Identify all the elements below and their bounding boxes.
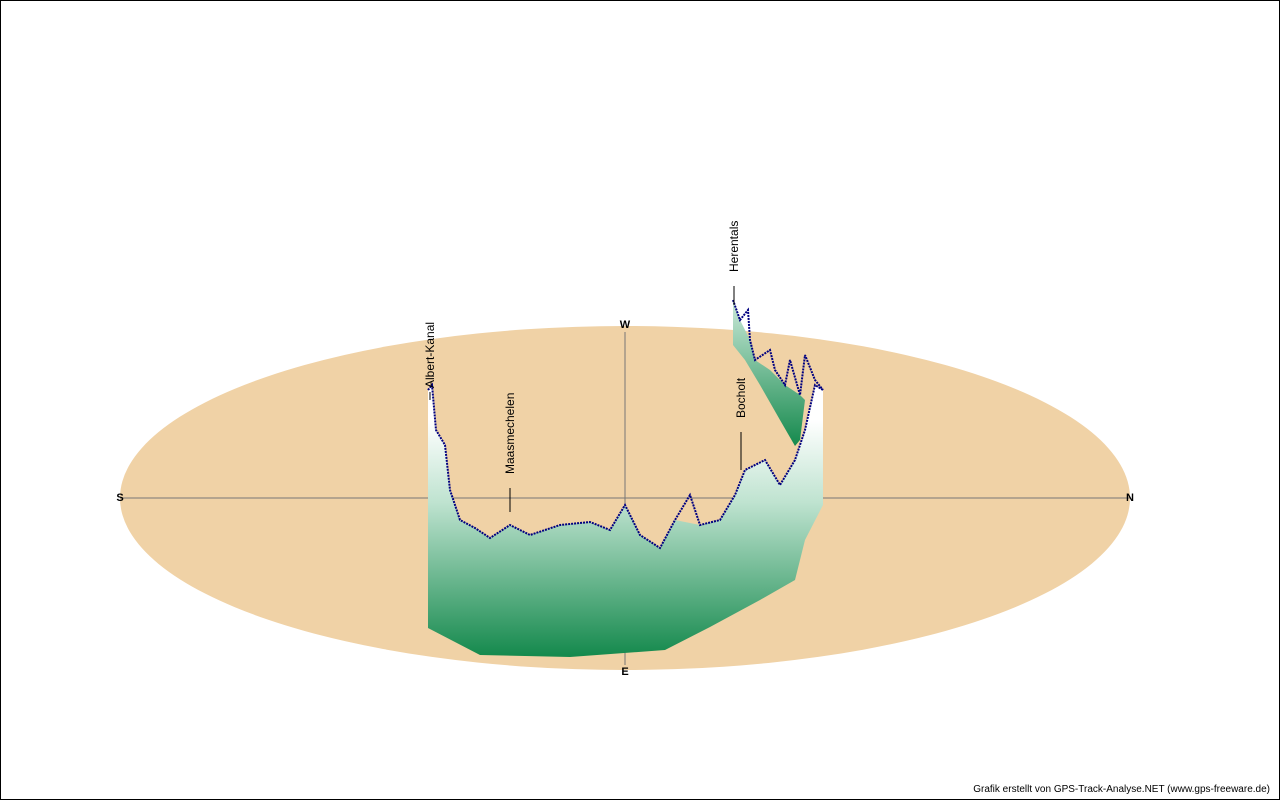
place-label: Bocholt xyxy=(734,377,748,418)
footer-credit: Grafik erstellt von GPS-Track-Analyse.NE… xyxy=(973,784,1270,795)
track-line xyxy=(427,382,824,550)
compass-n: N xyxy=(1126,492,1134,504)
main-surface xyxy=(428,385,823,657)
compass-w: W xyxy=(620,319,631,331)
back-surface xyxy=(733,300,805,446)
place-label: Herentals xyxy=(727,221,741,272)
place-label: Maasmechelen xyxy=(503,393,517,474)
compass-e: E xyxy=(621,666,628,678)
place-label: Albert-Kanal xyxy=(423,322,437,388)
compass-s: S xyxy=(116,492,123,504)
track-line-back xyxy=(732,299,824,396)
